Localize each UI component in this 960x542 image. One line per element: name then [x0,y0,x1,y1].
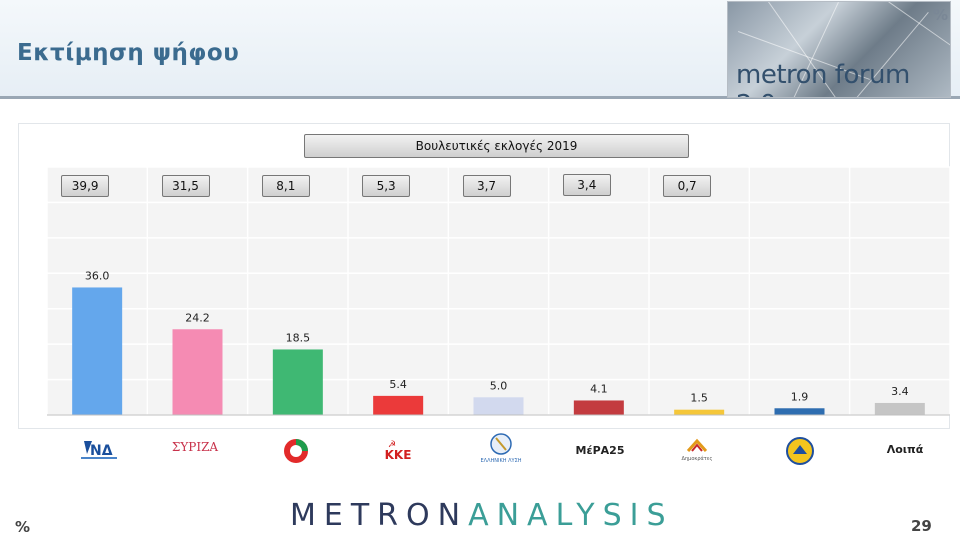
others-label: Λοιπά [886,442,924,456]
mera25-logo: ΜέΡΑ25 [575,443,625,457]
metron-forum-logo: metron forum 2.0 [727,1,951,98]
bar [272,349,323,415]
bar [172,329,223,415]
syriza-logo: ΣΥΡΙΖΑ [171,440,219,454]
chart-title: Βουλευτικές εκλογές 2019 [304,134,689,158]
bar-value-label: 36.0 [85,269,110,282]
bar [373,395,424,415]
bar [72,287,123,415]
metron-analysis-logo: METRONANALYSIS [290,498,674,533]
bar-value-label: 1.5 [690,392,708,405]
bar-value-label: 4.1 [590,382,608,395]
metron-forum-logo-text: metron forum 2.0 [736,60,910,97]
unit-footer: % [15,518,31,536]
previous-election-value: 39,9 [61,175,110,197]
bar-value-label: 24.2 [185,311,210,324]
bar [774,408,825,415]
previous-election-value: 8,1 [261,175,310,197]
previous-election-value: 3,4 [562,174,611,196]
kinal-logo [282,437,310,465]
bar-value-label: 18.5 [286,331,311,344]
previous-election-value: 0,7 [663,175,712,197]
bar [473,397,524,415]
bar-value-label: 5.4 [389,378,407,391]
bar [874,402,925,415]
bar-value-label: 1.9 [791,390,809,403]
nd-logo: ΝΔ ΝΔ [78,438,120,464]
bar-value-label: 3.4 [891,385,909,398]
unit-badge: % [932,6,948,24]
previous-election-value: 31,5 [161,175,210,197]
elliniki-lysi-logo: ΕΛΛΗΝΙΚΗ ΛΥΣΗ [480,432,522,472]
bar [674,409,725,415]
svg-text:☭: ☭ [388,440,396,450]
bar-value-label: 5.0 [490,379,508,392]
kke-logo: ☭ ΚΚΕ [384,440,412,462]
bar [573,400,624,415]
page-number: 29 [911,517,932,535]
svg-text:ΝΔ: ΝΔ [90,443,113,459]
previous-election-value: 5,3 [362,175,411,197]
dimokrates-logo: Δημοκράτες [676,437,718,467]
previous-election-value: 3,7 [462,175,511,197]
niki-logo [785,436,815,466]
header-rule [0,96,960,99]
page-title: Εκτίμηση ψήφου [17,40,240,66]
